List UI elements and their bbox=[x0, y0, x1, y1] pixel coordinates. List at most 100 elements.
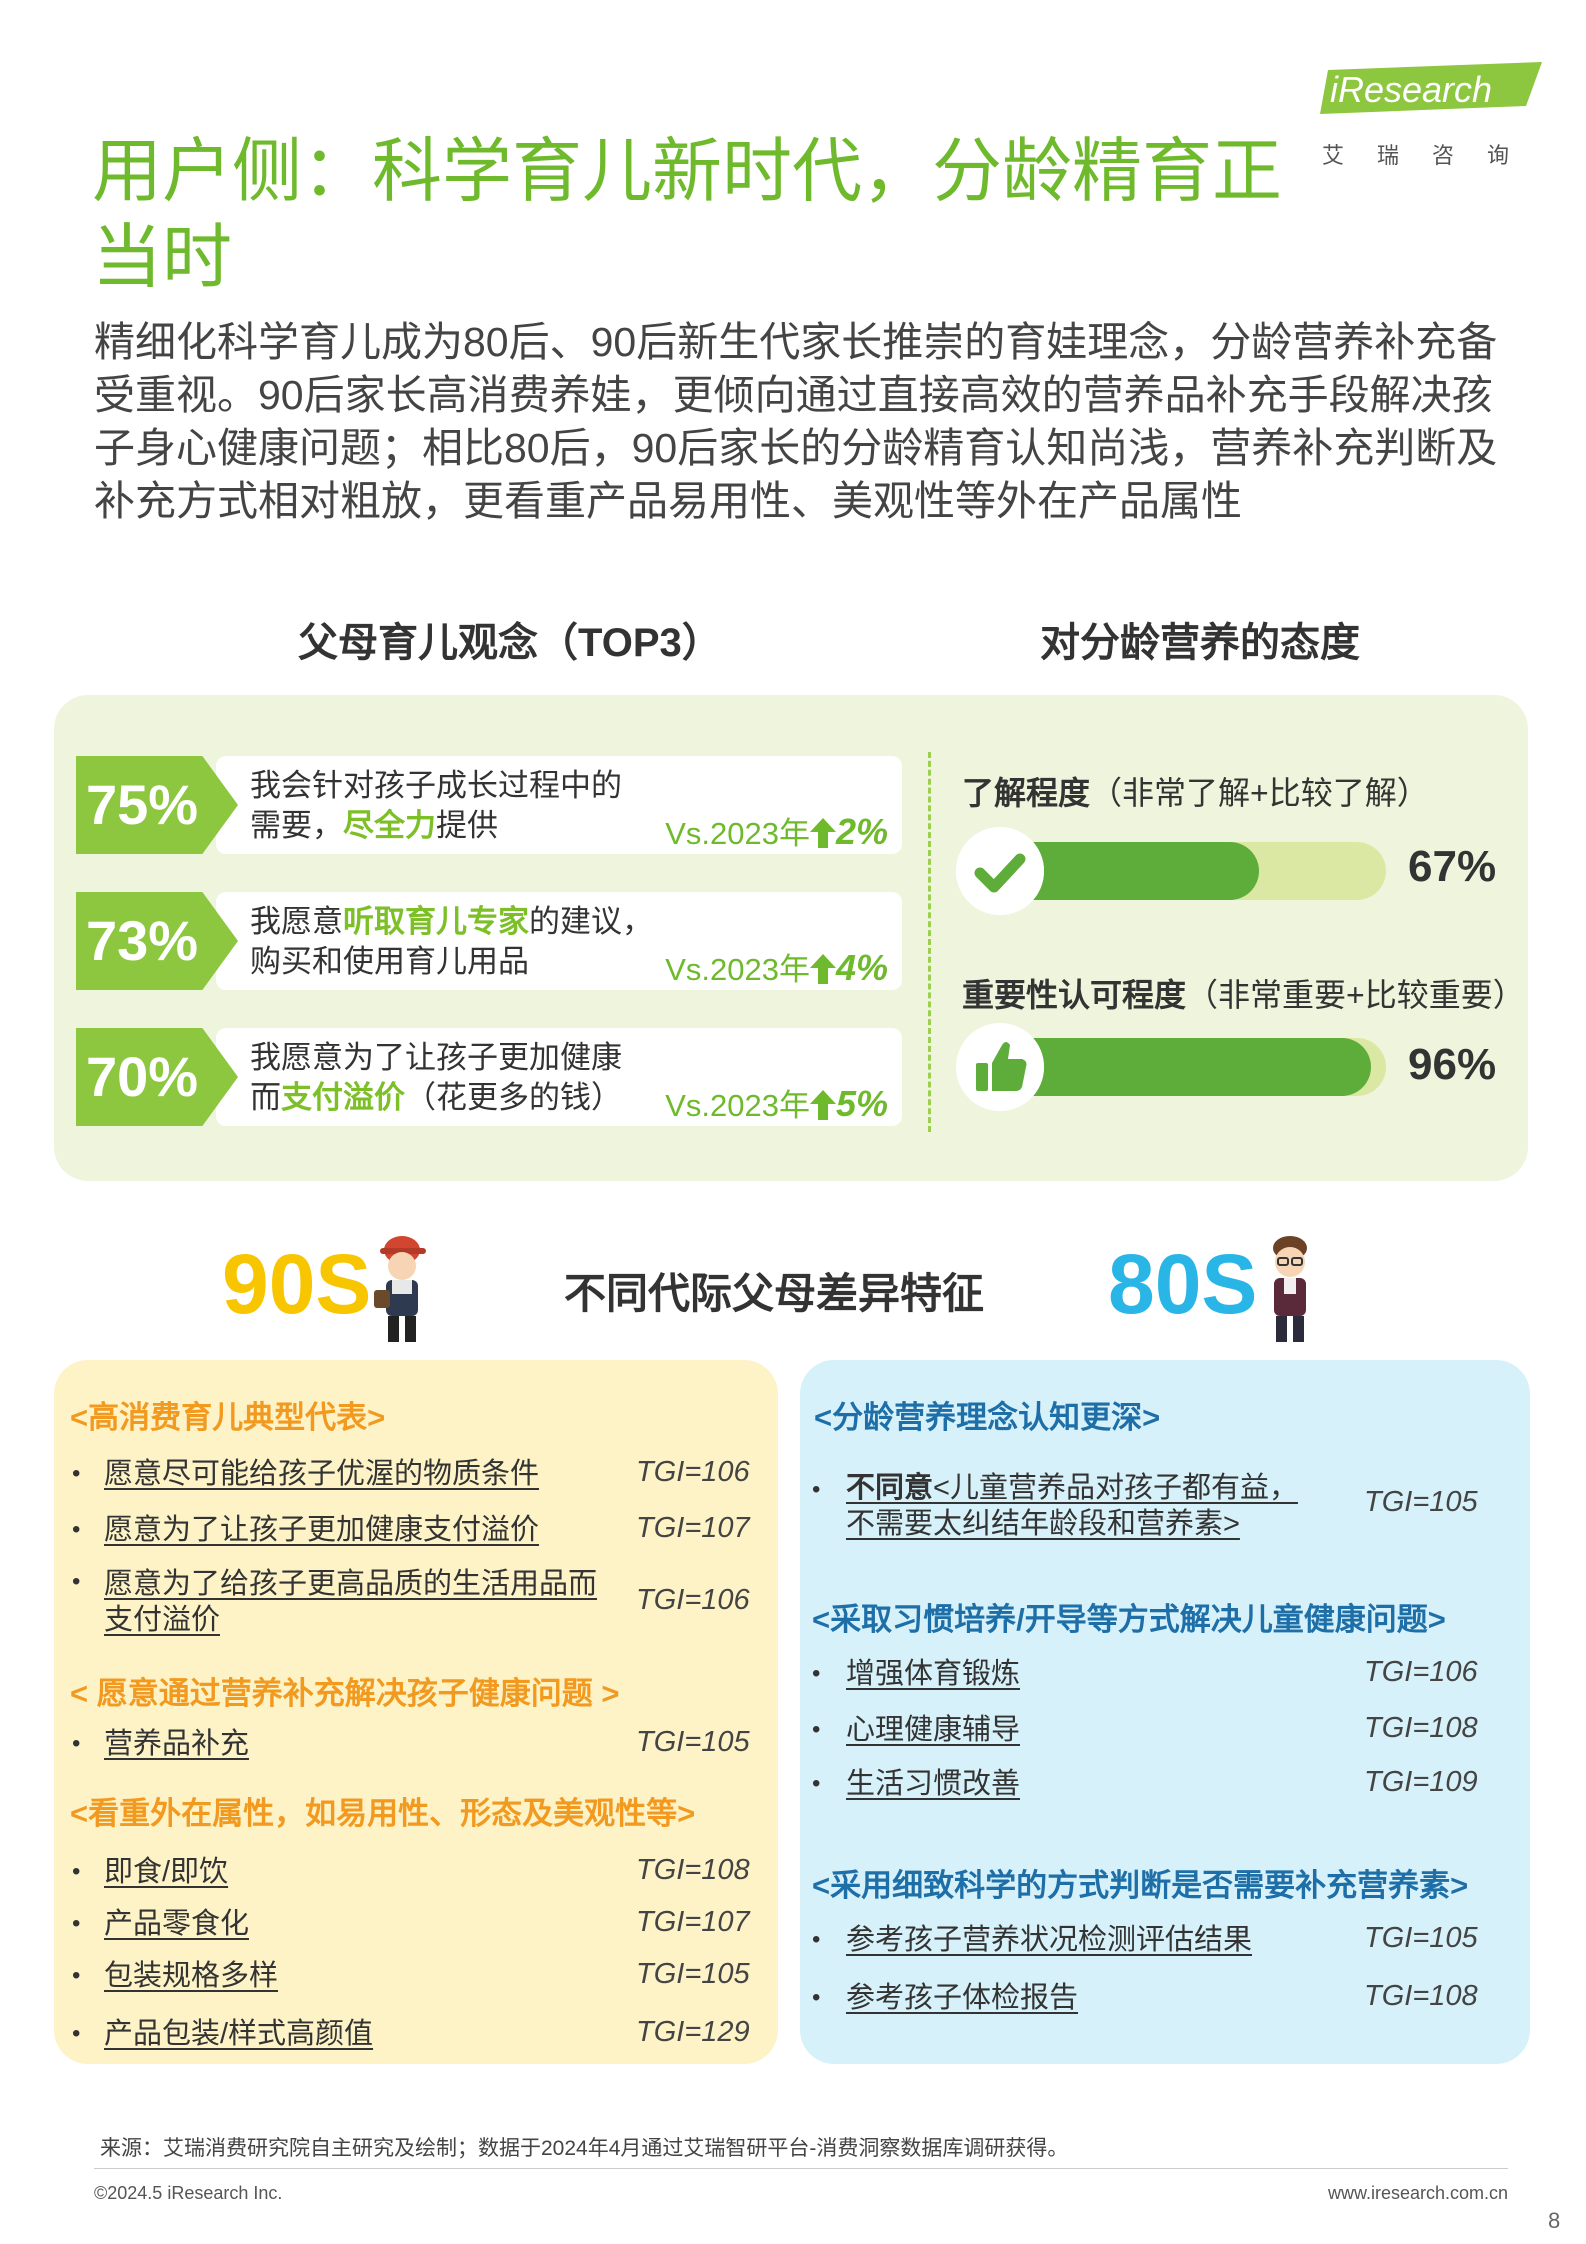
stat-text-part: （花更多的钱） bbox=[405, 1080, 622, 1115]
generations-title: 不同代际父母差异特征 bbox=[564, 1270, 985, 1317]
stat-text-part: 而 bbox=[250, 1080, 281, 1115]
stat-text-part: 需要， bbox=[250, 808, 343, 843]
source-note: 来源：艾瑞消费研究院自主研究及绘制；数据于2024年4月通过艾瑞智研平台-消费洞… bbox=[100, 2137, 1069, 2160]
attitude-value: 96% bbox=[1408, 1040, 1497, 1089]
bullet: • bbox=[72, 1568, 81, 1595]
stat-text-part: 的建议， bbox=[529, 904, 653, 939]
attitude-label-rest: （非常了解+比较了解） bbox=[1090, 775, 1429, 811]
bullet: • bbox=[812, 1926, 821, 1953]
tgi-value: TGI=108 bbox=[636, 1854, 750, 1886]
thumbs-up-icon bbox=[956, 1023, 1044, 1111]
vs-2023: Vs.2023年 4% bbox=[665, 944, 888, 989]
list-item: 愿意尽可能给孩子优渥的物质条件 bbox=[104, 1458, 540, 1490]
bullet: • bbox=[812, 1476, 821, 1503]
bullet: • bbox=[72, 1460, 81, 1487]
stat-text: 我会针对孩子成长过程中的 需要，尽全力提供 bbox=[250, 766, 622, 846]
website-link[interactable]: www.iresearch.com.cn bbox=[1328, 2183, 1509, 2203]
tgi-value: TGI=105 bbox=[1364, 1922, 1478, 1954]
stat-line: 购买和使用育儿用品 bbox=[250, 944, 529, 979]
page-number: 8 bbox=[1548, 2208, 1561, 2233]
copyright: ©2024.5 iResearch Inc. bbox=[94, 2183, 283, 2203]
stat-line: 我愿意听取育儿专家的建议， bbox=[250, 902, 653, 942]
bullet: • bbox=[72, 1730, 81, 1757]
stat-line: 需要，尽全力提供 bbox=[250, 806, 622, 846]
stat-line: 我会针对孩子成长过程中的 bbox=[250, 768, 622, 803]
vs-label: Vs.2023年 bbox=[665, 816, 810, 851]
tgi-value: TGI=106 bbox=[1364, 1656, 1478, 1688]
gen-90s-label: 90S bbox=[222, 1237, 372, 1331]
section-heading-parenting: 父母育儿观念（TOP3） bbox=[298, 621, 722, 665]
up-arrow-icon bbox=[809, 818, 836, 848]
stat-text: 我愿意听取育儿专家的建议， 购买和使用育儿用品 bbox=[250, 902, 653, 982]
pct-badge: 73% bbox=[76, 892, 238, 990]
item-bold: 不同意 bbox=[846, 1472, 934, 1504]
pct-value: 70% bbox=[86, 1045, 199, 1108]
list-item: 产品包装/样式高颜值 bbox=[104, 2018, 374, 2050]
vs-delta: 2% bbox=[835, 811, 888, 852]
stat-card bbox=[216, 892, 902, 990]
tgi-value: TGI=108 bbox=[1364, 1712, 1478, 1744]
group-heading: <分龄营养理念认知更深> bbox=[814, 1400, 1161, 1435]
panel-90s bbox=[54, 1360, 778, 2064]
iresearch-logo: iResearch bbox=[1320, 62, 1542, 114]
intro-paragraph: 精细化科学育儿成为80后、90后新生代家长推崇的育娃理念，分龄营养补充备受重视。… bbox=[94, 319, 1498, 524]
list-item: 增强体育锻炼 bbox=[846, 1658, 1021, 1690]
vs-2023: Vs.2023年 5% bbox=[665, 1080, 888, 1125]
vs-label: Vs.2023年 bbox=[665, 1088, 810, 1123]
stat-highlight: 支付溢价 bbox=[281, 1080, 405, 1115]
stat-text-part: 我愿意 bbox=[250, 904, 343, 939]
up-arrow-icon bbox=[809, 1090, 836, 1120]
stat-line: 而支付溢价（花更多的钱） bbox=[250, 1078, 622, 1118]
stat-line: 我愿意为了让孩子更加健康 bbox=[250, 1040, 622, 1075]
gen-80s-label: 80S bbox=[1108, 1237, 1258, 1331]
group-heading: <采取习惯培养/开导等方式解决儿童健康问题> bbox=[812, 1602, 1446, 1637]
bullet: • bbox=[72, 1962, 81, 1989]
bullet: • bbox=[72, 1516, 81, 1543]
list-item: 营养品补充 bbox=[104, 1728, 250, 1760]
bullet: • bbox=[812, 1984, 821, 2011]
tgi-value: TGI=105 bbox=[636, 1726, 750, 1758]
vs-delta: 4% bbox=[835, 947, 888, 988]
bullet: • bbox=[812, 1660, 821, 1687]
tgi-value: TGI=106 bbox=[636, 1456, 750, 1488]
parent-90s-illustration bbox=[374, 1236, 426, 1342]
list-item: 参考孩子体检报告 bbox=[846, 1982, 1079, 2014]
attitude-bar-fill bbox=[1002, 842, 1260, 900]
list-item: 愿意为了给孩子更高品质的生活用品而支付溢价 bbox=[104, 1568, 598, 1636]
stat-text-part: 提供 bbox=[436, 808, 498, 843]
tgi-value: TGI=108 bbox=[1364, 1980, 1478, 2012]
vs-delta: 5% bbox=[835, 1083, 888, 1124]
pct-value: 73% bbox=[86, 909, 199, 972]
vs-2023: Vs.2023年 2% bbox=[665, 808, 888, 853]
stat-row-1: 75% 我会针对孩子成长过程中的 需要，尽全力提供 Vs.2023年 2% bbox=[76, 756, 902, 854]
footer-divider bbox=[94, 2168, 1508, 2169]
tgi-value: TGI=107 bbox=[636, 1906, 750, 1938]
stat-row-3: 70% 我愿意为了让孩子更加健康 而支付溢价（花更多的钱） Vs.2023年 5% bbox=[76, 1028, 902, 1126]
list-item: 不同意<儿童营养品对孩子都有益，不需要太纠结年龄段和营养素> bbox=[846, 1470, 1316, 1542]
list-item: 产品零食化 bbox=[104, 1908, 250, 1940]
tgi-value: TGI=105 bbox=[1364, 1486, 1478, 1518]
bullet: • bbox=[72, 1910, 81, 1937]
stat-card bbox=[216, 756, 902, 854]
attitude-label-bold: 重要性认可程度 bbox=[962, 977, 1187, 1013]
group-heading: <看重外在属性，如易用性、形态及美观性等> bbox=[70, 1796, 696, 1831]
item-text: <儿童营养品对孩子都有益，不需要太纠结年龄段和营养素> bbox=[846, 1472, 1298, 1540]
group-heading: <高消费育儿典型代表> bbox=[70, 1400, 386, 1435]
stat-row-2: 73% 我愿意听取育儿专家的建议， 购买和使用育儿用品 Vs.2023年 4% bbox=[76, 892, 902, 990]
stat-highlight: 听取育儿专家 bbox=[343, 904, 529, 939]
tgi-value: TGI=107 bbox=[636, 1512, 750, 1544]
logo-subtitle: 艾瑞咨询 bbox=[1322, 143, 1543, 168]
attitude-value: 67% bbox=[1408, 842, 1497, 891]
list-item: 包装规格多样 bbox=[104, 1960, 279, 1992]
attitude-label-importance: 重要性认可程度（非常重要+比较重要） bbox=[962, 970, 1525, 1016]
list-item: 心理健康辅导 bbox=[846, 1714, 1021, 1746]
attitude-label-bold: 了解程度 bbox=[962, 775, 1091, 811]
page-title: 用户侧：科学育儿新时代，分龄精育正当时 bbox=[92, 132, 1282, 296]
pct-badge: 70% bbox=[76, 1028, 238, 1126]
tgi-value: TGI=109 bbox=[1364, 1766, 1478, 1798]
list-item: 生活习惯改善 bbox=[846, 1768, 1021, 1800]
check-icon bbox=[956, 827, 1044, 915]
bullet: • bbox=[812, 1716, 821, 1743]
section-heading-attitude: 对分龄营养的态度 bbox=[1040, 621, 1360, 665]
vs-label: Vs.2023年 bbox=[665, 952, 810, 987]
